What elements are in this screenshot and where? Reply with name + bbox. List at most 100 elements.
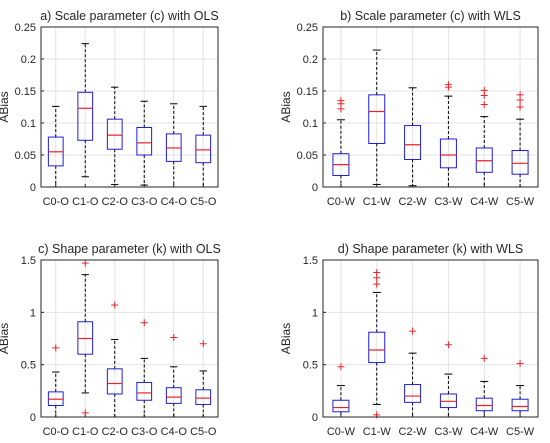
x-tick-label: C4-O (161, 196, 188, 208)
axes-frame (40, 26, 219, 188)
iqr-box (439, 138, 457, 169)
outlier-marker (170, 333, 178, 341)
x-tick-label: C0-O (43, 196, 70, 208)
x-tick-label: C0-W (327, 196, 356, 208)
x-tick-label: C1-O (72, 426, 99, 438)
panel-2: 0 0.05 0.1 0.15 0.2 0.25 C0-W C1-W C2-W C3-W C4-W C… (279, 9, 539, 208)
iqr-box (195, 389, 212, 405)
plot-area (41, 260, 218, 417)
y-tick-label: 1.5 (303, 255, 318, 267)
iqr-box (195, 134, 212, 164)
outlier-marker (52, 344, 60, 352)
y-axis-label: ABias (279, 323, 293, 354)
y-tick-label: 0.05 (297, 150, 318, 162)
iqr-box (475, 397, 493, 412)
box-C0-O (47, 105, 64, 188)
iqr-box (136, 126, 153, 156)
panel-3: 0 0.5 1 1.5 C0-O C1-O C2-O C3-O C4-O C5-O c) Shape… (0, 242, 221, 438)
y-tick-label: 0.05 (15, 150, 36, 162)
iqr-box (77, 91, 94, 141)
y-tick-label: 0.2 (303, 54, 318, 66)
axes-frame (322, 259, 539, 418)
y-tick-label: 1.5 (21, 255, 36, 267)
plot-area (41, 27, 218, 187)
outlier-marker (444, 81, 452, 89)
y-tick-label: 0.15 (15, 86, 36, 98)
iqr-box (511, 398, 529, 412)
iqr-box (511, 150, 529, 175)
iqr-box (404, 384, 422, 403)
y-axis-label: ABias (0, 323, 11, 354)
y-tick-label: 0 (312, 182, 318, 194)
box-C2-W (404, 87, 422, 187)
box-C1-W (368, 49, 386, 185)
outlier-marker (516, 103, 524, 111)
iqr-box (368, 94, 386, 144)
box-C3-W (439, 341, 457, 418)
box-C0-W (332, 97, 350, 188)
outlier-marker (81, 409, 89, 417)
x-tick-label: C5-O (190, 426, 217, 438)
y-tick-label: 0.2 (21, 54, 36, 66)
x-tick-label: C3-W (434, 426, 463, 438)
y-axis-label: ABias (0, 91, 11, 122)
x-tick-label: C5-O (190, 196, 217, 208)
y-tick-label: 0 (30, 182, 36, 194)
outlier-marker (516, 91, 524, 99)
outlier-marker (373, 280, 381, 288)
y-axis-label: ABias (279, 91, 293, 122)
plot-area (323, 27, 538, 187)
outlier-marker (480, 354, 488, 362)
axes-frame (40, 259, 219, 418)
outlier-marker (199, 340, 207, 348)
y-tick-label: 0 (312, 412, 318, 424)
panel-1: 0 0.05 0.1 0.15 0.2 0.25 C0-O C1-O C2-O C3-O C4-O C… (0, 9, 219, 208)
y-tick-label: 0.25 (297, 22, 318, 34)
iqr-box (106, 368, 123, 395)
y-tick-label: 0.5 (21, 360, 36, 372)
x-tick-label: C3-O (131, 196, 158, 208)
box-C3-O (136, 100, 153, 186)
iqr-box (106, 118, 123, 150)
x-tick-label: C2-W (399, 196, 428, 208)
x-tick-label: C3-W (434, 196, 463, 208)
outlier-marker (480, 86, 488, 94)
y-tick-label: 0.25 (15, 22, 36, 34)
outlier-marker (409, 327, 417, 335)
iqr-box (368, 331, 386, 364)
iqr-box (165, 387, 182, 404)
y-tick-label: 1 (30, 307, 36, 319)
iqr-box (136, 381, 153, 401)
plot-area (323, 260, 538, 417)
box-C2-O (106, 86, 123, 185)
x-tick-label: C5-W (506, 426, 535, 438)
outlier-marker (373, 269, 381, 277)
x-tick-label: C1-O (72, 196, 99, 208)
y-tick-label: 0.5 (303, 360, 318, 372)
outlier-marker (81, 259, 89, 267)
axes-frame (322, 26, 539, 188)
x-tick-label: C2-O (102, 426, 129, 438)
x-tick-label: C0-O (43, 426, 70, 438)
box-C5-O (195, 340, 212, 418)
outlier-marker (337, 363, 345, 371)
x-tick-label: C1-W (363, 426, 392, 438)
y-tick-label: 0.15 (297, 86, 318, 98)
x-tick-label: C5-W (506, 196, 535, 208)
chart-title: c) Shape parameter (k) with OLS (38, 242, 221, 256)
box-C1-W (368, 269, 386, 419)
outlier-marker (111, 301, 119, 309)
x-tick-label: C0-W (327, 426, 356, 438)
outlier-marker (140, 319, 148, 327)
y-tick-label: 1 (312, 307, 318, 319)
outlier-marker (516, 360, 524, 368)
y-tick-label: 0.1 (303, 118, 318, 130)
iqr-box (404, 125, 422, 160)
iqr-box (475, 147, 493, 173)
x-tick-label: C1-W (363, 196, 392, 208)
x-tick-label: C4-W (470, 196, 499, 208)
x-tick-label: C2-O (102, 196, 129, 208)
x-tick-label: C4-O (161, 426, 188, 438)
x-tick-label: C3-O (131, 426, 158, 438)
